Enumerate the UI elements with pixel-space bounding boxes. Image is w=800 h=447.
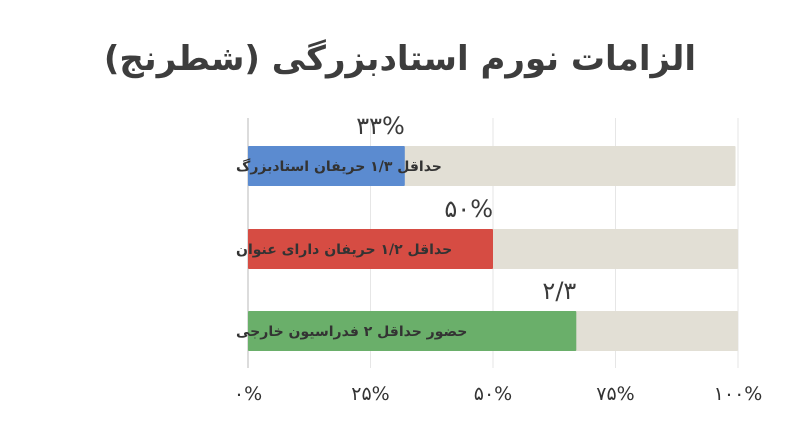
chart-title: الزامات نورم استادبزرگی (شطرنج) <box>104 39 696 79</box>
category-label: حداقل ۱/۳ حریفان استادبزرگ <box>236 158 442 175</box>
x-tick-label: ۲۵% <box>351 383 389 405</box>
bars <box>248 146 738 351</box>
labels: ۰% ۲۵% ۵۰% ۷۵% ۱۰۰% حداقل ۱/۳ حریفان استادبزر… <box>234 112 762 405</box>
bar <box>248 229 493 269</box>
x-tick-label: ۰% <box>234 383 262 405</box>
category-label: حداقل ۱/۲ حریفان دارای عنوان <box>236 242 452 258</box>
data-label: ۳۳% <box>356 112 405 140</box>
x-tick-label: ۱۰۰% <box>714 383 763 405</box>
data-label: ۲/۳ <box>542 277 576 305</box>
data-label: ۵۰% <box>444 195 493 223</box>
category-label: حضور حداقل ۲ فدراسیون خارجی <box>236 324 467 340</box>
bar <box>248 146 405 186</box>
x-tick-label: ۵۰% <box>474 383 512 405</box>
x-tick-label: ۷۵% <box>596 383 634 405</box>
bar <box>248 311 577 351</box>
